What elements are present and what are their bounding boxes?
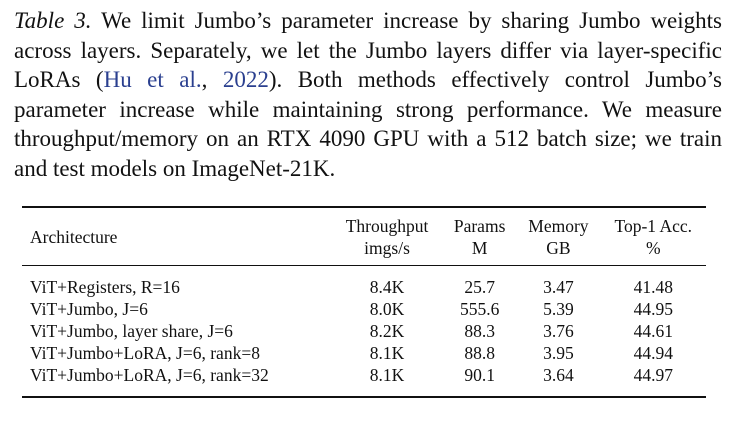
header-cell: Top-1 Acc.% [601, 207, 706, 266]
header-name: Memory [528, 216, 589, 236]
header-unit: GB [546, 238, 571, 258]
architecture-cell: ViT+Jumbo, layer share, J=6 [30, 321, 233, 341]
value-cell: 555.6 [459, 299, 500, 319]
table-row: ViT+Jumbo, J=6 8.0K 555.6 5.39 44.95 [22, 298, 706, 320]
value-cell: 44.94 [633, 343, 673, 363]
table-row: ViT+Jumbo, layer share, J=6 8.2K 88.3 3.76 4… [22, 320, 706, 342]
caption: Table 3. We limit Jumbo’s parameter incr… [14, 6, 722, 183]
header-cell: Params M [443, 207, 516, 266]
value-cell: 3.95 [543, 343, 574, 363]
value-cell: 3.64 [543, 365, 574, 385]
value-cell: 8.4K [369, 277, 405, 297]
caption-text: ). Both methods effectively control Jumb… [14, 67, 722, 181]
header-unit: imgs/s [364, 238, 410, 258]
table-body: ViT+Registers, R=16 8.4K 25.7 3.47 41.48 ViT+… [22, 266, 706, 397]
citation-author[interactable]: Hu et al. [103, 67, 202, 92]
table-row: ViT+Registers, R=16 8.4K 25.7 3.47 41.48 [22, 266, 706, 299]
value-cell: 3.47 [543, 277, 574, 297]
citation-separator: , [201, 67, 223, 92]
header-cell: Throughput imgs/s [331, 207, 443, 266]
citation-year[interactable]: 2022 [222, 67, 269, 92]
results-table: Architecture Throughput imgs/s Params M Memor… [22, 206, 706, 398]
header-unit: % [645, 238, 661, 258]
value-cell: 5.39 [543, 299, 574, 319]
header-name: Architecture [30, 227, 118, 247]
value-cell: 44.97 [633, 365, 673, 385]
value-cell: 44.61 [633, 321, 673, 341]
header-name: Throughput [345, 216, 429, 236]
value-cell: 8.0K [369, 299, 405, 319]
header-cell: Memory GB [516, 207, 600, 266]
header-cell: Architecture [22, 207, 331, 266]
header-name: Top-1 Acc. [614, 216, 693, 236]
table-header: Architecture Throughput imgs/s Params M Memor… [22, 207, 706, 266]
table-row: ViT+Jumbo+LoRA, J=6, rank=8 8.1K 88.8 3.95 4… [22, 342, 706, 364]
header-row: Architecture Throughput imgs/s Params M Memor… [22, 207, 706, 266]
architecture-cell: ViT+Registers, R=16 [30, 277, 180, 297]
caption-label: Table 3. [14, 8, 92, 33]
value-cell: 44.95 [633, 299, 673, 319]
architecture-cell: ViT+Jumbo+LoRA, J=6, rank=8 [30, 343, 260, 363]
header-name: Params [453, 216, 506, 236]
caption-text: We limit Jumbo’s parameter increase by s… [14, 8, 722, 92]
value-cell: 8.1K [369, 343, 405, 363]
value-cell: 8.1K [369, 365, 405, 385]
value-cell: 25.7 [464, 277, 495, 297]
value-cell: 3.76 [543, 321, 574, 341]
value-cell: 88.3 [464, 321, 495, 341]
architecture-cell: ViT+Jumbo, J=6 [30, 299, 148, 319]
architecture-cell: ViT+Jumbo+LoRA, J=6, rank=32 [30, 365, 269, 385]
header-unit: M [471, 238, 488, 258]
value-cell: 88.8 [464, 343, 495, 363]
table-row: ViT+Jumbo+LoRA, J=6, rank=32 8.1K 90.1 3.64… [22, 364, 706, 397]
value-cell: 8.2K [369, 321, 405, 341]
value-cell: 41.48 [633, 277, 673, 297]
value-cell: 90.1 [464, 365, 495, 385]
